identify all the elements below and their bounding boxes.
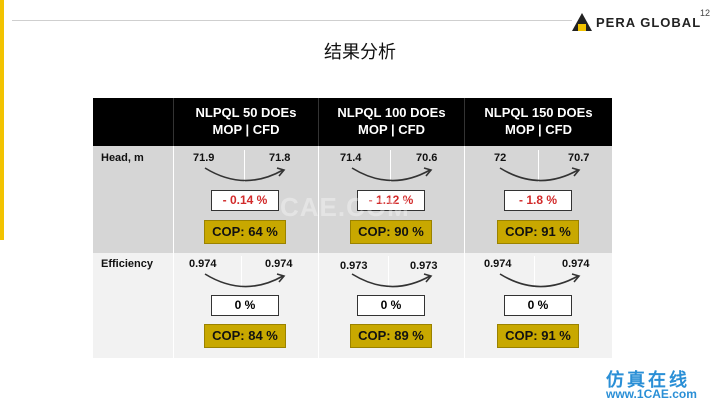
mop-value: 71.9 (193, 152, 215, 164)
value-divider (244, 150, 245, 182)
cop-badge: COP: 90 % (350, 220, 432, 244)
column-header-50-does: NLPQL 50 DOEs MOP | CFD (173, 98, 318, 146)
page-number: 12 (700, 8, 711, 18)
column-header-title: NLPQL 50 DOEs (195, 105, 297, 120)
mop-value: 72 (494, 152, 507, 164)
column-divider (173, 146, 174, 253)
difference-badge: 0 % (357, 295, 425, 316)
table-cell: 0.974 0.974 0 % COP: 91 % (464, 253, 612, 358)
table-row-efficiency: Efficiency 0.974 0.974 0 % COP: 84 % 0.9… (93, 253, 612, 358)
column-header-subtitle: MOP | CFD (358, 122, 425, 137)
logo-triangle-icon (572, 13, 592, 31)
cfd-value: 70.6 (416, 152, 438, 164)
curved-arrow-icon (351, 167, 433, 182)
curved-arrow-icon (499, 167, 581, 182)
cfd-value: 0.973 (410, 260, 438, 272)
table-cell: 71.9 71.8 - 0.14 % COP: 64 % (173, 146, 318, 253)
header-rule (12, 20, 572, 21)
column-header-title: NLPQL 150 DOEs (484, 105, 593, 120)
difference-badge: - 1.8 % (504, 190, 572, 211)
table-cell: 72 70.7 - 1.8 % COP: 91 % (464, 146, 612, 253)
difference-badge: - 1.12 % (357, 190, 425, 211)
difference-badge: 0 % (211, 295, 279, 316)
column-header-150-does: NLPQL 150 DOEs MOP | CFD (464, 98, 612, 146)
left-accent-bar (0, 0, 4, 240)
logo-text: PERA GLOBAL (596, 15, 702, 30)
table-cell: 0.973 0.973 0 % COP: 89 % (318, 253, 464, 358)
value-divider (241, 256, 242, 288)
curved-arrow-icon (499, 273, 581, 288)
table-cell: 0.974 0.974 0 % COP: 84 % (173, 253, 318, 358)
cop-badge: COP: 64 % (204, 220, 286, 244)
column-header-subtitle: MOP | CFD (505, 122, 572, 137)
curved-arrow-icon (204, 167, 286, 182)
column-divider (318, 253, 319, 358)
curved-arrow-icon (204, 273, 286, 288)
value-divider (538, 150, 539, 182)
column-header-100-does: NLPQL 100 DOEs MOP | CFD (318, 98, 464, 146)
cop-badge: COP: 89 % (350, 324, 432, 348)
curved-arrow-icon (351, 273, 433, 288)
row-label-head: Head, m (101, 152, 144, 164)
mop-value: 0.973 (340, 260, 368, 272)
column-divider (318, 146, 319, 253)
difference-badge: 0 % (504, 295, 572, 316)
cop-badge: COP: 84 % (204, 324, 286, 348)
cfd-value: 70.7 (568, 152, 590, 164)
cfd-value: 0.974 (562, 258, 590, 270)
column-header-subtitle: MOP | CFD (212, 122, 280, 137)
cfd-value: 71.8 (269, 152, 291, 164)
slide-title: 结果分析 (324, 42, 396, 63)
column-divider (173, 253, 174, 358)
column-divider (464, 146, 465, 253)
watermark: CAE.COM (280, 192, 410, 222)
mop-value: 0.974 (484, 258, 512, 270)
row-label-efficiency: Efficiency (101, 258, 153, 270)
results-table: NLPQL 50 DOEs MOP | CFD NLPQL 100 DOEs M… (93, 98, 612, 358)
brand-watermark-url: www.1CAE.com (606, 387, 697, 401)
table-row-head: Head, m 71.9 71.8 - 0.14 % COP: 64 % 71.… (93, 146, 612, 253)
pera-global-logo: PERA GLOBAL (570, 9, 710, 35)
value-divider (534, 256, 535, 288)
mop-value: 0.974 (189, 258, 217, 270)
table-cell: 71.4 70.6 - 1.12 % COP: 90 % (318, 146, 464, 253)
column-header-title: NLPQL 100 DOEs (337, 105, 446, 120)
value-divider (388, 256, 389, 288)
logo-accent-icon (578, 24, 586, 31)
cfd-value: 0.974 (265, 258, 293, 270)
mop-value: 71.4 (340, 152, 362, 164)
cop-badge: COP: 91 % (497, 220, 579, 244)
difference-badge: - 0.14 % (211, 190, 279, 211)
value-divider (390, 150, 391, 182)
cop-badge: COP: 91 % (497, 324, 579, 348)
header-corner-cell (93, 98, 173, 146)
brand-watermark-cn: 仿真在线 (606, 370, 690, 391)
column-divider (464, 253, 465, 358)
